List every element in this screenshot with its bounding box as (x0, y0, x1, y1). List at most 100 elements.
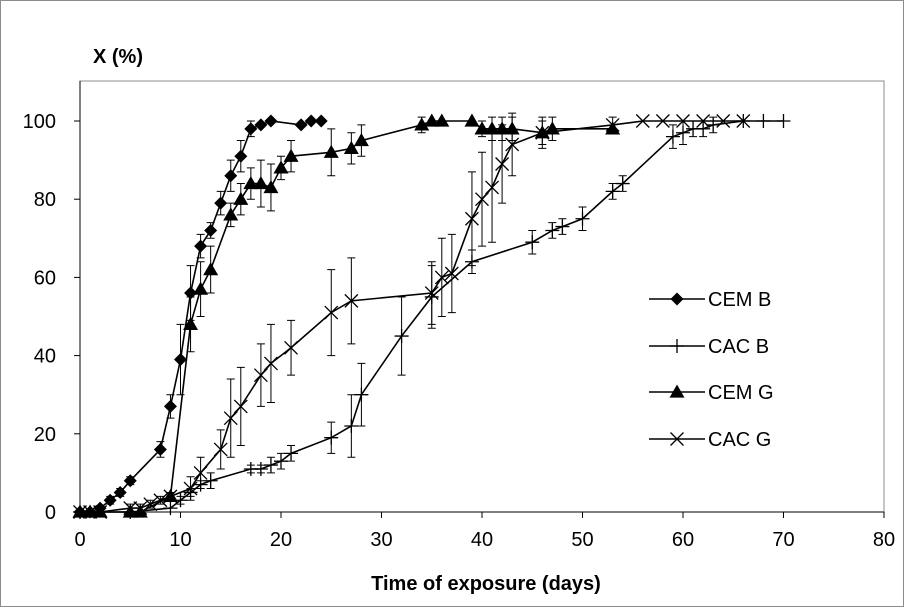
cac-g-data-point (153, 493, 168, 508)
axis-ticks: 0 10 20 30 40 50 60 70 80 0 20 40 60 80 100 (23, 111, 896, 551)
cac-g-data-point (434, 270, 449, 285)
cem-b-data-point (163, 399, 177, 413)
cem-g-data-point (253, 176, 269, 190)
cac-b-data-point (696, 121, 711, 136)
cac-b-data-point (203, 473, 218, 488)
cem-g-data-point (605, 121, 621, 135)
cac-b-data-point (776, 114, 791, 128)
y-axis-title: X (%) (93, 46, 143, 68)
x-tick-label: 60 (672, 529, 694, 551)
y-tick-label: 100 (23, 111, 56, 133)
cac-b-data-point (575, 211, 590, 226)
cac-b-data-point (183, 485, 198, 500)
cac-g-data-point (696, 114, 711, 128)
cem-g-data-point (414, 117, 430, 131)
cac-g-data-point (655, 114, 670, 128)
x-tick-label: 0 (74, 529, 85, 551)
cac-g-data-point (93, 505, 108, 519)
cac-g-data-point (133, 501, 148, 516)
cem-g-data-point (504, 121, 520, 135)
y-tick-label: 20 (34, 424, 56, 446)
legend-label-cac-g: CAC G (708, 429, 771, 451)
x-tick-label: 30 (370, 529, 392, 551)
cem-b-data-point (123, 474, 137, 488)
cem-g-data-point (474, 121, 490, 135)
cac-g-data-point (163, 489, 178, 504)
legend-marker-cac-b (670, 339, 684, 353)
cem-g-data-point (203, 262, 219, 276)
cac-g-data-point (344, 293, 359, 308)
cem-g-data-point (464, 113, 480, 127)
cac-g-data-point (143, 497, 158, 512)
legend: CEM B CAC B CEM G CAC G (649, 289, 774, 451)
cac-b-data-point (545, 223, 560, 238)
cem-g-data-point (494, 121, 510, 135)
cac-g-data-point (535, 125, 550, 140)
cac-g-data-point (444, 266, 459, 281)
cac-b-data-point (284, 446, 299, 461)
cac-g-data-point (424, 286, 439, 300)
cac-g-data-point (193, 465, 208, 480)
cem-g-data-point (162, 488, 178, 502)
cem-b-data-point (214, 196, 228, 210)
cac-g-data-point (464, 211, 479, 226)
cac-g-data-point (263, 356, 278, 371)
cem-b-data-point (153, 442, 167, 456)
cac-g-data-point (635, 114, 650, 128)
cac-b-data-point (193, 477, 208, 492)
cac-g-data-point (213, 442, 228, 457)
cac-g-data-point (475, 192, 489, 207)
cac-b-data-point (605, 184, 620, 199)
cem-b-data-point (244, 122, 258, 136)
x-tick-label: 80 (873, 529, 895, 551)
cem-g-data-point (193, 281, 209, 295)
cac-b-data-point (706, 117, 721, 132)
y-tick-label: 60 (34, 267, 56, 289)
y-tick-label: 0 (45, 502, 56, 524)
cac-g-data-point (716, 114, 731, 128)
cac-b-series-line (80, 120, 784, 513)
cem-b-data-point (254, 118, 268, 132)
cem-g-data-point (72, 504, 88, 518)
cem-b-data-point (113, 485, 127, 499)
cac-g-data-point (83, 505, 98, 519)
cac-g-data-point (223, 411, 238, 426)
cem-g-data-point (233, 191, 249, 205)
cac-b-data-point (163, 501, 178, 516)
cac-b-data-point (253, 461, 268, 476)
error-bars (106, 112, 718, 513)
cem-g-data-point (424, 113, 440, 127)
cac-g-data-point (233, 399, 248, 414)
cem-g-data-point (223, 207, 239, 221)
cem-b-data-point (294, 118, 308, 132)
legend-marker-cem-g (669, 384, 685, 398)
cac-g-data-point (736, 114, 751, 128)
x-tick-label: 20 (270, 529, 292, 551)
cem-b-data-point (264, 114, 278, 128)
cac-g-data-point (284, 340, 299, 355)
cac-b-data-point (394, 329, 409, 344)
cem-g-data-point (434, 113, 450, 127)
cem-g-data-point (82, 504, 98, 518)
cac-b-data-point (756, 114, 771, 128)
cac-b-data-point (324, 430, 339, 445)
cem-b-data-point (174, 353, 187, 367)
cem-g-data-point (283, 148, 299, 162)
legend-label-cem-b: CEM B (708, 289, 771, 311)
legend-label-cac-b: CAC B (708, 336, 769, 358)
cac-g-data-point (253, 368, 268, 383)
cem-g-data-point (243, 176, 259, 190)
cac-g-data-point (485, 180, 500, 195)
cac-b-data-point (676, 125, 690, 140)
x-tick-label: 10 (169, 529, 191, 551)
cem-b-data-point (194, 239, 208, 253)
cac-g-data-point (676, 114, 690, 128)
cem-g-data-point (323, 144, 339, 158)
cac-b-data-point (263, 458, 278, 473)
x-tick-label: 50 (571, 529, 593, 551)
cem-g-data-point (263, 179, 279, 194)
cem-g-data-point (544, 121, 560, 135)
cac-g-data-point (505, 137, 520, 152)
